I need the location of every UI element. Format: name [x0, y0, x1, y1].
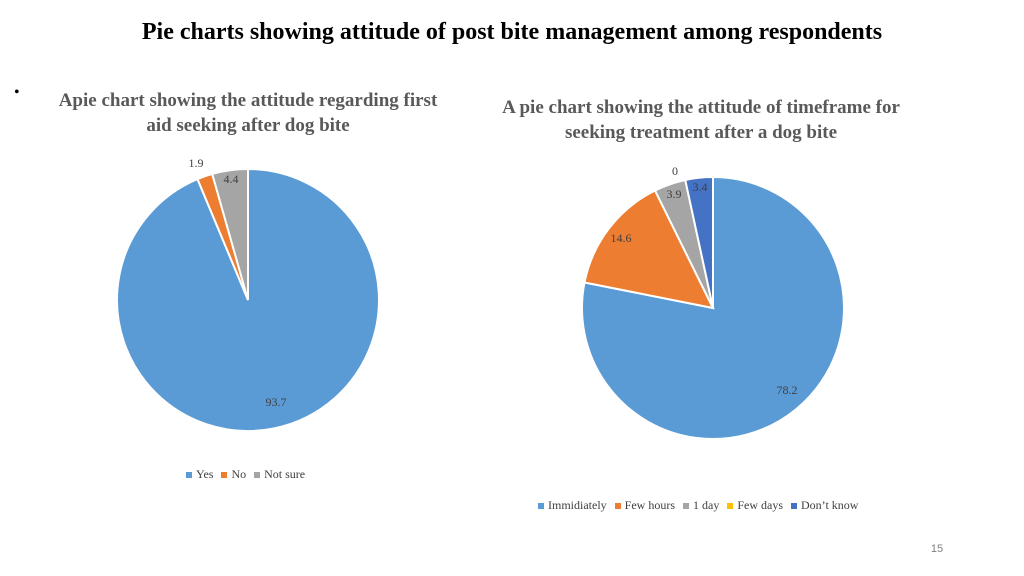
legend-item-few-days: Few days — [727, 498, 783, 513]
legend-item-1-day: 1 day — [683, 498, 719, 513]
legend-label: Few hours — [624, 498, 675, 512]
legend-label: Few days — [737, 498, 783, 512]
data-label-don-t-know: 3.4 — [693, 180, 708, 194]
data-label-few-days: 0 — [672, 164, 678, 178]
chart-2-title: A pie chart showing the attitude of time… — [502, 97, 900, 143]
legend-swatch — [254, 471, 261, 478]
legend-swatch — [614, 502, 621, 509]
legend-swatch — [538, 502, 544, 509]
legend-swatch — [186, 471, 192, 478]
chart-1-legend: Yes No Not sure — [186, 467, 313, 482]
legend-label: 1 day — [693, 498, 720, 512]
legend-swatch — [727, 502, 734, 509]
pie-slice-don-t-know — [684, 175, 714, 309]
legend-item-few-hours: Few hours — [614, 498, 675, 513]
legend-swatch — [683, 502, 689, 509]
legend-label: Don’t know — [801, 498, 859, 512]
chart-1-title: Apie chart showing the attitude regardin… — [58, 90, 438, 136]
data-label-immidiately: 78.2 — [777, 383, 798, 397]
legend-item-immidiately: Immidiately — [538, 498, 607, 513]
legend-item-don-t-know: Don’t know — [791, 498, 858, 513]
data-label-yes: 93.7 — [266, 395, 287, 409]
legend-swatch — [221, 471, 228, 478]
data-label-1-day: 3.9 — [667, 187, 682, 201]
legend-item-no: No — [221, 467, 246, 482]
slide-title: Pie charts showing attitude of post bite… — [141, 19, 883, 45]
page-number: 15 — [930, 543, 944, 555]
legend-label: Yes — [196, 467, 214, 481]
data-label-no: 1.9 — [189, 156, 204, 170]
legend-item-not-sure: Not sure — [254, 467, 305, 482]
bullet-marker: • — [14, 84, 20, 101]
legend-label: No — [231, 467, 247, 481]
pie-slice-few-hours — [583, 189, 715, 310]
legend-label: Not sure — [264, 467, 306, 481]
legend-label: Immidiately — [548, 498, 607, 512]
data-label-few-hours: 14.6 — [611, 231, 632, 245]
legend-item-yes: Yes — [186, 467, 213, 482]
pie-slice-not-sure — [211, 167, 249, 301]
data-label-not-sure: 4.4 — [224, 172, 239, 186]
legend-swatch — [791, 502, 797, 509]
chart-2-legend: Immidiately Few hours 1 day Few days Don’t k… — [538, 498, 866, 513]
